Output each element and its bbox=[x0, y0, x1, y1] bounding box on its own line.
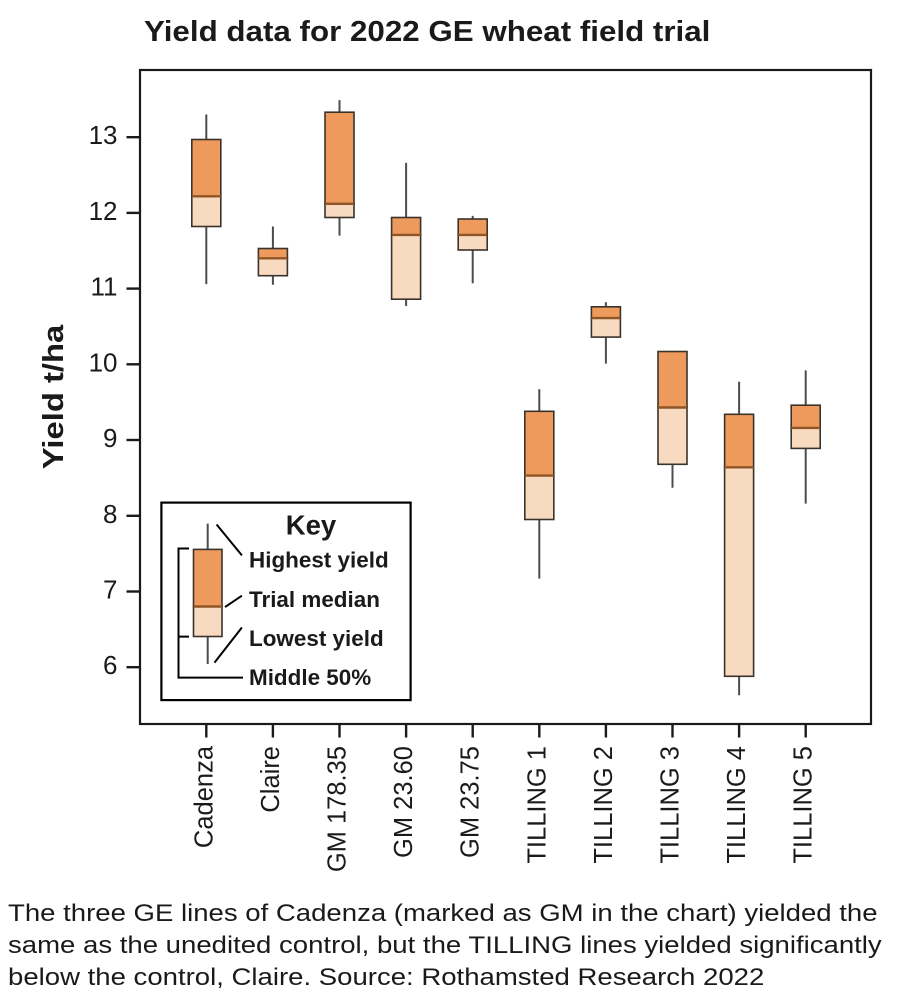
svg-text:Middle 50%: Middle 50% bbox=[249, 665, 371, 690]
svg-text:Yield data for 2022 GE wheat f: Yield data for 2022 GE wheat field trial bbox=[144, 16, 710, 47]
svg-text:9: 9 bbox=[103, 423, 117, 453]
svg-text:TILLING 5: TILLING 5 bbox=[790, 746, 818, 864]
svg-text:TILLING 3: TILLING 3 bbox=[657, 746, 685, 864]
svg-text:Claire: Claire bbox=[257, 746, 285, 813]
svg-text:10: 10 bbox=[89, 347, 118, 377]
svg-text:GM 23.75: GM 23.75 bbox=[457, 746, 485, 858]
svg-text:GM 178.35: GM 178.35 bbox=[324, 746, 352, 872]
svg-text:TILLING 4: TILLING 4 bbox=[723, 746, 751, 864]
svg-text:Highest yield: Highest yield bbox=[249, 548, 389, 573]
svg-text:Cadenza: Cadenza bbox=[190, 745, 218, 848]
svg-text:GM 23.60: GM 23.60 bbox=[390, 746, 418, 858]
svg-text:TILLING 2: TILLING 2 bbox=[590, 746, 618, 864]
svg-text:Trial median: Trial median bbox=[249, 587, 380, 612]
svg-text:Key: Key bbox=[286, 510, 337, 541]
svg-text:12: 12 bbox=[89, 196, 118, 226]
svg-text:8: 8 bbox=[103, 499, 117, 529]
svg-text:11: 11 bbox=[91, 272, 118, 302]
svg-text:TILLING 1: TILLING 1 bbox=[523, 746, 551, 864]
svg-text:6: 6 bbox=[103, 650, 117, 680]
svg-text:Yield t/ha: Yield t/ha bbox=[37, 324, 70, 469]
svg-text:below the control, Claire. Sou: below the control, Claire. Source: Rotha… bbox=[8, 965, 764, 991]
svg-text:Lowest yield: Lowest yield bbox=[249, 626, 384, 651]
svg-text:The three GE lines of Cadenza: The three GE lines of Cadenza (marked as… bbox=[8, 901, 878, 927]
svg-text:13: 13 bbox=[89, 120, 118, 150]
svg-text:same as the unedited control,: same as the unedited control, but the TI… bbox=[8, 933, 882, 959]
svg-text:7: 7 bbox=[103, 575, 117, 605]
